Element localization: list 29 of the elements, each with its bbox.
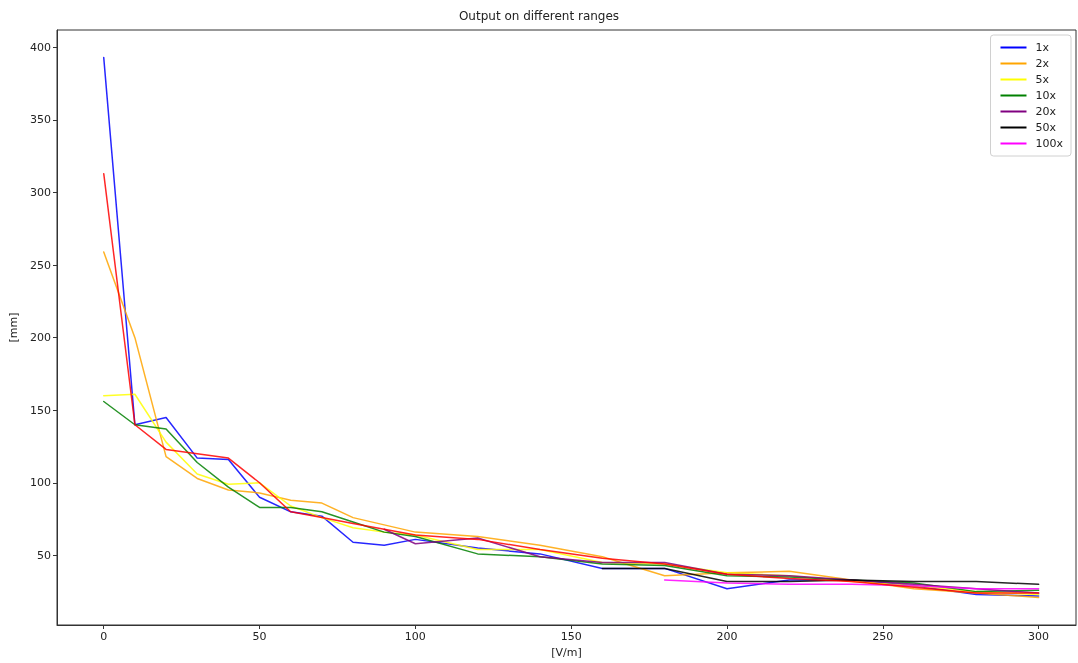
x-tick-label: 150 [560,630,582,643]
legend-label: 50x [1035,121,1057,134]
y-tick-label: 100 [30,476,51,490]
chart-title: Output on different ranges [458,9,620,23]
legend-label: 2x [1035,57,1050,70]
y-tick-label: 300 [30,186,51,200]
x-tick-label: 250 [872,630,894,643]
legend-label: 20x [1035,105,1057,118]
x-tick-label: 0 [100,630,108,643]
y-tick-label: 150 [30,403,51,417]
y-tick-label: 400 [30,40,51,54]
x-tick-label: 200 [716,630,738,643]
line-series [102,172,1040,594]
y-tick-label: 50 [37,548,51,562]
x-tick-label: 300 [1028,630,1050,643]
line-series [102,251,1040,599]
legend-label: 5x [1035,73,1050,86]
y-axis-title: [mm] [7,312,20,343]
y-tick-label: 250 [30,258,51,272]
line-series [601,567,1040,586]
line-series [663,579,1040,590]
y-tick-label: 200 [30,331,51,345]
y-tick-label: 350 [30,113,51,127]
legend-label: 1x [1035,41,1050,54]
legend-label: 10x [1035,89,1057,102]
x-axis-title: [V/m] [551,646,582,659]
x-tick-label: 50 [252,630,267,643]
legend-label: 100x [1035,137,1064,150]
x-tick-label: 100 [404,630,426,643]
